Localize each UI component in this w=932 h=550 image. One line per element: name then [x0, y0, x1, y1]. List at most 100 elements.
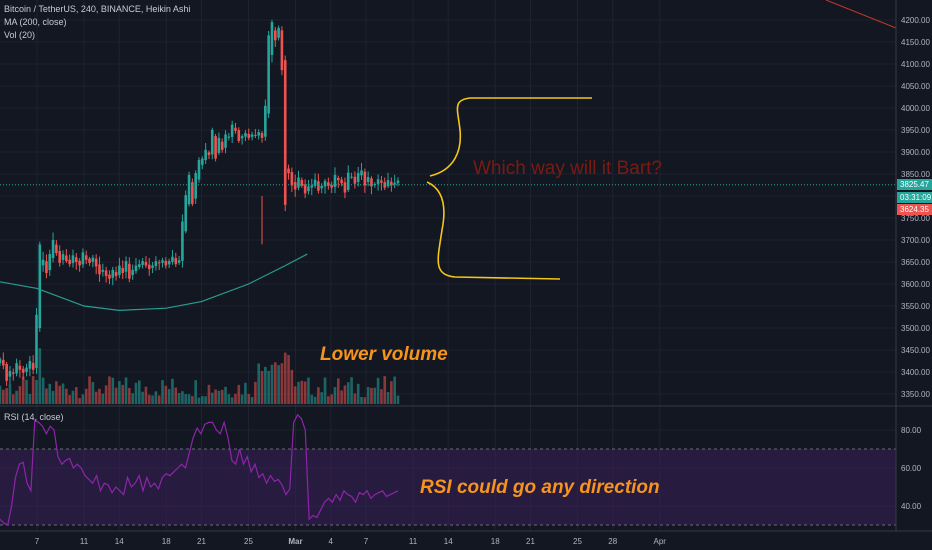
candle-body	[250, 134, 254, 137]
price-tick-label: 3600.00	[901, 280, 930, 289]
volume-bar	[55, 381, 58, 404]
candle-body	[51, 240, 55, 259]
volume-bar	[337, 378, 340, 404]
candle-body	[396, 180, 400, 184]
volume-bar	[8, 384, 12, 404]
volume-bar	[303, 381, 307, 404]
candle-body	[184, 195, 188, 232]
volume-bar	[78, 397, 81, 404]
candle-body	[194, 173, 197, 199]
candle-body	[161, 260, 164, 263]
volume-bar	[343, 385, 347, 404]
volume-bar	[15, 390, 18, 404]
last-price-tag: 3825.47	[897, 179, 932, 190]
volume-bar	[297, 381, 300, 404]
volume-bar	[151, 395, 154, 404]
volume-bar	[317, 387, 320, 404]
candlestick-series	[0, 19, 400, 386]
volume-annotation: Lower volume	[320, 344, 448, 365]
volume-bar	[390, 381, 393, 404]
candle-body	[313, 179, 317, 186]
candle-body	[15, 363, 18, 374]
candle-body	[104, 270, 108, 277]
volume-bar	[124, 377, 128, 404]
candle-body	[98, 264, 101, 275]
candle-body	[340, 179, 343, 184]
candle-body	[373, 184, 377, 186]
price-tick-label: 3650.00	[901, 258, 930, 267]
candle-body	[310, 185, 314, 188]
candle-body	[25, 367, 28, 372]
price-tick-label: 4100.00	[901, 60, 930, 69]
candle-body	[55, 244, 58, 254]
bart-annotation: Which way will it Bart?	[473, 158, 662, 179]
volume-bar	[393, 376, 396, 404]
candle-body	[343, 182, 347, 193]
price-tick-label: 3400.00	[901, 368, 930, 377]
volume-bar	[101, 393, 105, 404]
candle-body	[71, 255, 75, 264]
time-tick-label: Mar	[288, 537, 302, 546]
candle-body	[88, 258, 91, 263]
volume-bar	[5, 388, 8, 404]
candle-body	[94, 258, 98, 267]
price-tick-label: 4150.00	[901, 38, 930, 47]
volume-bar	[257, 363, 260, 404]
volume-legend[interactable]: Vol (20)	[4, 30, 36, 40]
time-tick-label: 11	[80, 537, 89, 546]
countdown-tag: 03:31:09	[897, 192, 932, 203]
time-tick-label: 14	[115, 537, 124, 546]
candle-body	[393, 182, 396, 185]
volume-bar	[300, 380, 304, 404]
candle-body	[191, 182, 194, 204]
volume-bar	[267, 370, 270, 404]
volume-bar	[273, 362, 277, 404]
volume-bar	[88, 376, 91, 404]
price-tick-label: 3900.00	[901, 148, 930, 157]
volume-bar	[167, 389, 171, 404]
candle-body	[171, 256, 174, 262]
candle-body	[61, 254, 65, 260]
rsi-tick-label: 60.00	[901, 464, 922, 473]
candle-body	[323, 181, 327, 187]
candle-body	[280, 30, 284, 71]
candle-body	[360, 170, 363, 176]
ma-line	[0, 253, 308, 312]
candle-body	[370, 178, 373, 187]
volume-bar	[346, 382, 350, 404]
candle-body	[297, 177, 300, 188]
candle-body	[376, 179, 380, 185]
candle-body	[174, 258, 178, 265]
volume-bar	[68, 395, 71, 404]
volume-bar	[270, 364, 274, 404]
candle-body	[257, 132, 260, 136]
candle-body	[187, 174, 191, 205]
time-tick-label: 25	[573, 537, 582, 546]
volume-bar	[35, 380, 38, 404]
volume-bar	[0, 385, 2, 404]
volume-bar	[313, 396, 317, 404]
volume-bar	[48, 383, 52, 404]
candle-body	[38, 244, 42, 329]
candle-body	[390, 181, 393, 186]
candle-body	[101, 269, 105, 272]
candle-body	[138, 264, 141, 267]
symbol-legend[interactable]: Bitcoin / TetherUS, 240, BINANCE, Heikin…	[4, 4, 191, 14]
volume-bar	[147, 394, 151, 404]
candle-body	[167, 261, 171, 265]
rsi-legend[interactable]: RSI (14, close)	[4, 412, 64, 422]
volume-bar	[128, 388, 131, 404]
volume-bar	[118, 381, 121, 404]
candle-body	[8, 371, 12, 377]
candle-body	[207, 152, 211, 156]
ma-legend[interactable]: MA (200, close)	[4, 17, 67, 27]
price-tick-label: 3350.00	[901, 390, 930, 399]
candle-body	[346, 172, 350, 190]
trend-line	[825, 0, 897, 29]
candle-body	[220, 141, 224, 150]
candle-body	[273, 30, 277, 41]
time-tick-label: 7	[364, 537, 369, 546]
volume-bar	[234, 393, 237, 404]
candle-body	[330, 185, 333, 188]
